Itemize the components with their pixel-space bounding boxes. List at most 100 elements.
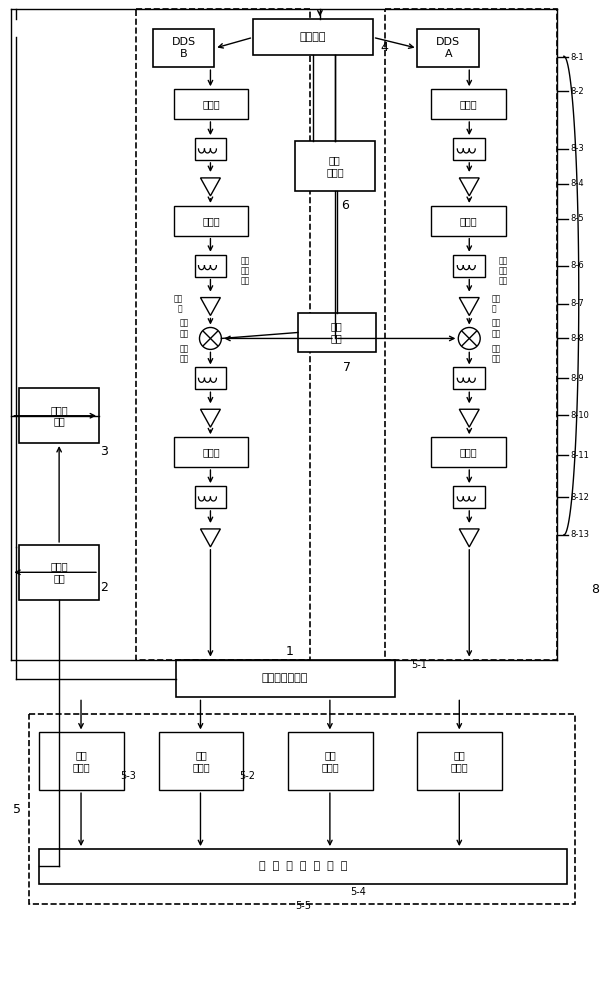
Text: 8-9: 8-9 bbox=[571, 374, 584, 383]
Text: 滤波器: 滤波器 bbox=[460, 99, 478, 109]
Text: 8-10: 8-10 bbox=[571, 411, 590, 420]
Bar bbox=[295, 141, 375, 191]
Polygon shape bbox=[200, 298, 221, 316]
Polygon shape bbox=[459, 298, 479, 316]
Bar bbox=[194, 255, 226, 277]
Circle shape bbox=[459, 327, 480, 349]
Text: DDS
A: DDS A bbox=[436, 37, 460, 59]
Bar bbox=[454, 255, 485, 277]
Polygon shape bbox=[459, 409, 479, 427]
Text: 滤波器: 滤波器 bbox=[460, 216, 478, 226]
Text: 2: 2 bbox=[100, 581, 108, 594]
Bar bbox=[194, 486, 226, 508]
Bar bbox=[194, 367, 226, 389]
Text: 功率
放大器: 功率 放大器 bbox=[322, 750, 339, 772]
Text: 频率
综合器: 频率 综合器 bbox=[326, 155, 344, 177]
Bar bbox=[384, 9, 557, 660]
Circle shape bbox=[199, 327, 221, 349]
Bar bbox=[432, 437, 506, 467]
Text: 被  测  功  率  放  大  器: 被 测 功 率 放 大 器 bbox=[259, 861, 347, 871]
Text: 1: 1 bbox=[286, 645, 294, 658]
Bar bbox=[135, 9, 310, 660]
Text: 5-1: 5-1 bbox=[411, 660, 427, 670]
Text: 5: 5 bbox=[13, 803, 21, 816]
Bar bbox=[153, 29, 215, 67]
Text: 取样: 取样 bbox=[491, 294, 500, 303]
Bar bbox=[454, 486, 485, 508]
Text: 8-3: 8-3 bbox=[571, 144, 585, 153]
Bar bbox=[173, 437, 248, 467]
Bar bbox=[432, 89, 506, 119]
Text: 8-2: 8-2 bbox=[571, 87, 584, 96]
Text: 8-5: 8-5 bbox=[571, 214, 584, 223]
Text: 8-8: 8-8 bbox=[571, 334, 585, 343]
Text: 频率综
合台: 频率综 合台 bbox=[50, 561, 68, 583]
Text: 主控单元: 主控单元 bbox=[300, 32, 326, 42]
Bar bbox=[432, 206, 506, 236]
Text: 功率
放大器: 功率 放大器 bbox=[192, 750, 210, 772]
Text: 4: 4 bbox=[381, 41, 389, 54]
Bar bbox=[288, 732, 373, 790]
Polygon shape bbox=[200, 529, 221, 547]
Text: 输出: 输出 bbox=[499, 276, 508, 285]
Text: 7: 7 bbox=[343, 361, 351, 374]
Text: 信号: 信号 bbox=[491, 329, 500, 338]
Text: 滤波器: 滤波器 bbox=[202, 99, 219, 109]
Text: 一本: 一本 bbox=[240, 256, 249, 265]
Text: 8-13: 8-13 bbox=[571, 530, 590, 539]
Text: 8-7: 8-7 bbox=[571, 299, 585, 308]
Text: 射频: 射频 bbox=[491, 344, 500, 353]
Bar bbox=[39, 849, 567, 884]
Bar bbox=[454, 138, 485, 160]
Text: 本振: 本振 bbox=[491, 318, 500, 327]
Polygon shape bbox=[459, 529, 479, 547]
Text: DDS
B: DDS B bbox=[172, 37, 196, 59]
Text: 本振: 本振 bbox=[179, 318, 189, 327]
Bar bbox=[19, 388, 99, 443]
Text: 信号: 信号 bbox=[179, 354, 189, 363]
Bar bbox=[417, 732, 502, 790]
Bar bbox=[173, 89, 248, 119]
Bar bbox=[173, 206, 248, 236]
Polygon shape bbox=[200, 409, 221, 427]
Text: 8-6: 8-6 bbox=[571, 261, 585, 270]
Text: 射频: 射频 bbox=[179, 344, 189, 353]
Text: 5-4: 5-4 bbox=[350, 887, 366, 897]
Text: 一本: 一本 bbox=[499, 256, 508, 265]
Text: 功率
放大器: 功率 放大器 bbox=[73, 750, 90, 772]
Bar bbox=[298, 313, 376, 352]
Text: 滤波器: 滤波器 bbox=[202, 216, 219, 226]
Text: 8-11: 8-11 bbox=[571, 451, 590, 460]
Text: 器: 器 bbox=[491, 304, 496, 313]
Text: 频率计
采集: 频率计 采集 bbox=[50, 405, 68, 427]
Bar bbox=[29, 714, 575, 904]
Text: 器: 器 bbox=[178, 304, 183, 313]
Text: 基准
电源: 基准 电源 bbox=[331, 322, 343, 343]
Text: 6: 6 bbox=[341, 199, 349, 212]
Text: 混频: 混频 bbox=[499, 266, 508, 275]
Text: 3: 3 bbox=[100, 445, 108, 458]
Text: 信号: 信号 bbox=[491, 354, 500, 363]
Bar bbox=[175, 660, 395, 697]
Text: 8: 8 bbox=[591, 583, 599, 596]
Bar bbox=[253, 19, 373, 55]
Text: 5-3: 5-3 bbox=[120, 771, 135, 781]
Polygon shape bbox=[200, 178, 221, 196]
Text: 8-1: 8-1 bbox=[571, 53, 584, 62]
Text: 储滤器: 储滤器 bbox=[202, 447, 219, 457]
Text: 混频: 混频 bbox=[240, 266, 249, 275]
Bar bbox=[454, 367, 485, 389]
Text: 取样: 取样 bbox=[173, 294, 183, 303]
Text: 信号采集与处理: 信号采集与处理 bbox=[262, 674, 308, 684]
Bar bbox=[159, 732, 243, 790]
Bar bbox=[417, 29, 479, 67]
Text: 输出: 输出 bbox=[240, 276, 249, 285]
Text: 5-5: 5-5 bbox=[295, 901, 311, 911]
Text: 8-12: 8-12 bbox=[571, 493, 590, 502]
Text: 8-4: 8-4 bbox=[571, 179, 584, 188]
Polygon shape bbox=[459, 178, 479, 196]
Text: 信号: 信号 bbox=[179, 329, 189, 338]
Text: 功率
放大器: 功率 放大器 bbox=[451, 750, 468, 772]
Bar bbox=[39, 732, 124, 790]
Bar bbox=[194, 138, 226, 160]
